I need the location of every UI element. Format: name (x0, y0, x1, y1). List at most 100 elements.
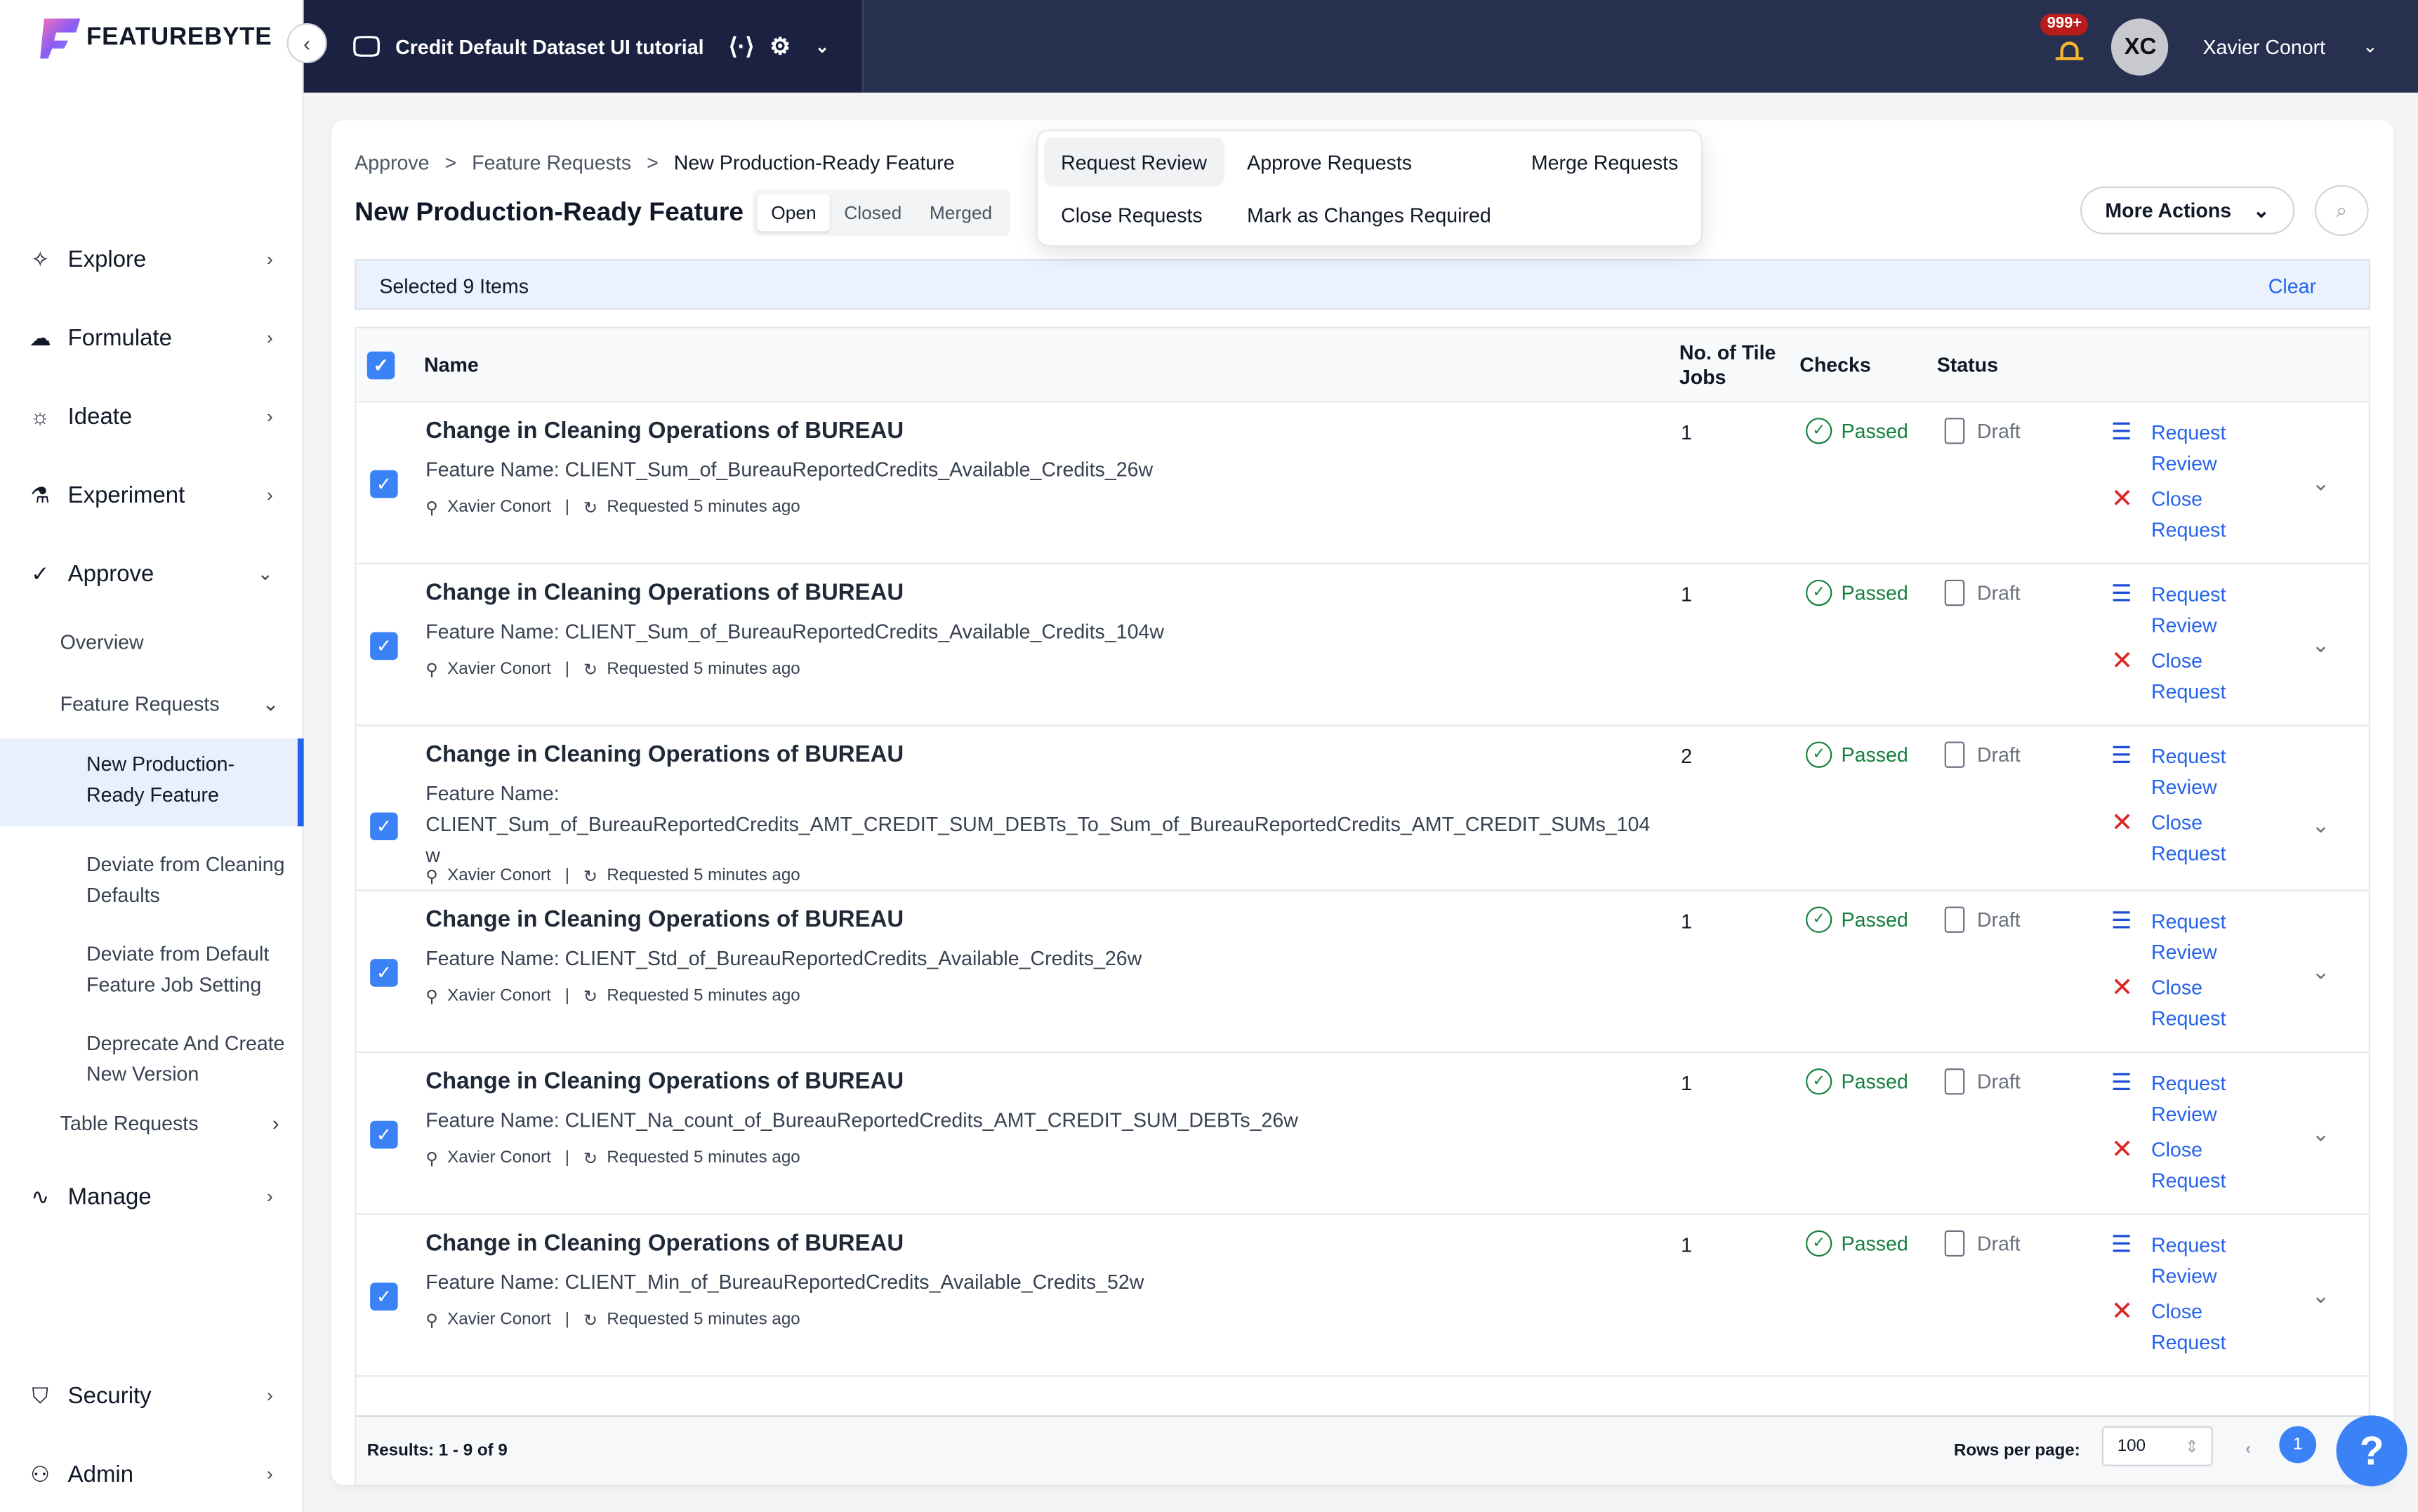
sidebar-item-admin[interactable]: ⚇ Admin › (0, 1455, 304, 1492)
sidebar-sub-feature-request-type[interactable]: Deviate from Cleaning Defaults (0, 839, 304, 913)
rows-per-page-value: 100 (2117, 1437, 2146, 1456)
close-request-action[interactable]: ✕ Close Request (2111, 1297, 2244, 1358)
row-checkbox[interactable]: ✓ (370, 1120, 398, 1149)
sidebar-item-approve[interactable]: ✓ Approve ⌄ (0, 555, 304, 592)
request-title[interactable]: Change in Cleaning Operations of BUREAU (425, 1230, 904, 1257)
checks-label: Passed (1841, 908, 1908, 931)
request-review-action[interactable]: ☰ Request Review (2111, 907, 2244, 969)
request-review-action[interactable]: ☰ Request Review (2111, 741, 2244, 803)
table-row[interactable]: ✓ Change in Cleaning Operations of BUREA… (356, 727, 2369, 891)
chevron-down-icon[interactable]: ⌄ (2362, 35, 2378, 58)
collapse-sidebar-button[interactable]: ‹ (286, 22, 327, 64)
expand-row-chevron-icon[interactable]: ⌄ (2311, 632, 2330, 657)
close-request-action[interactable]: ✕ Close Request (2111, 1135, 2244, 1197)
sidebar-sub-overview[interactable]: Overview (0, 628, 304, 658)
request-review-action[interactable]: ☰ Request Review (2111, 580, 2244, 642)
menu-item-request-review[interactable]: Request Review (1043, 137, 1224, 187)
row-checkbox[interactable]: ✓ (370, 470, 398, 498)
close-request-action[interactable]: ✕ Close Request (2111, 646, 2244, 708)
request-status: Draft (1944, 579, 2021, 606)
close-request-action[interactable]: ✕ Close Request (2111, 484, 2244, 546)
sidebar-item-experiment[interactable]: ⚗ Experiment › (0, 477, 304, 514)
sidebar-item-label: Approve (67, 560, 154, 587)
expand-row-chevron-icon[interactable]: ⌄ (2311, 470, 2330, 496)
sidebar-sub-feature-request-type[interactable]: Deviate from Default Feature Job Setting (0, 928, 304, 1002)
more-actions-button[interactable]: More Actions ⌄ (2080, 186, 2295, 234)
request-title[interactable]: Change in Cleaning Operations of BUREAU (425, 418, 904, 444)
request-title[interactable]: Change in Cleaning Operations of BUREAU (425, 906, 904, 933)
table-row[interactable]: ✓ Change in Cleaning Operations of BUREA… (356, 1215, 2369, 1377)
tab-closed[interactable]: Closed (844, 201, 902, 224)
row-checkbox[interactable]: ✓ (370, 1282, 398, 1311)
request-title[interactable]: Change in Cleaning Operations of BUREAU (425, 741, 904, 768)
request-title[interactable]: Change in Cleaning Operations of BUREAU (425, 579, 904, 606)
sidebar-sub-table-requests[interactable]: Table Requests › (0, 1108, 304, 1139)
tab-merged[interactable]: Merged (929, 201, 993, 224)
sidebar-item-ideate[interactable]: ☼ Ideate › (0, 398, 304, 435)
request-review-action[interactable]: ☰ Request Review (2111, 418, 2244, 479)
table-row[interactable]: ✓ Change in Cleaning Operations of BUREA… (356, 564, 2369, 727)
action-label: Request Review (2151, 1071, 2226, 1126)
request-review-action[interactable]: ☰ Request Review (2111, 1231, 2244, 1292)
tab-open[interactable]: Open (757, 194, 831, 232)
table-row[interactable]: ✓ Change in Cleaning Operations of BUREA… (356, 402, 2369, 564)
rows-per-page-select[interactable]: 100 ⇕ (2101, 1426, 2213, 1466)
clear-selection-link[interactable]: Clear (2268, 274, 2317, 298)
prev-page-button[interactable]: ‹ (2245, 1440, 2252, 1459)
sidebar-sub-feature-request-type[interactable]: New Production-Ready Feature (0, 738, 304, 827)
menu-item-merge-requests[interactable]: Merge Requests (1531, 150, 1679, 174)
row-checkbox[interactable]: ✓ (370, 812, 398, 841)
share-icon[interactable]: ⟨·⟩ (728, 34, 755, 60)
menu-item-mark-as-changes-required[interactable]: Mark as Changes Required (1247, 202, 1491, 226)
breadcrumb-approve[interactable]: Approve (355, 151, 430, 175)
header-status[interactable]: Status (1936, 352, 1998, 376)
row-checkbox[interactable]: ✓ (370, 632, 398, 661)
expand-row-chevron-icon[interactable]: ⌄ (2311, 1120, 2330, 1146)
header-name[interactable]: Name (424, 352, 479, 376)
sidebar-item-security[interactable]: ⛉ Security › (0, 1377, 304, 1414)
tile-jobs: 1 (1681, 1233, 1692, 1257)
header-jobs[interactable]: No. of Tile Jobs (1679, 340, 1776, 389)
table-row[interactable]: ✓ Change in Cleaning Operations of BUREA… (356, 891, 2369, 1054)
checks-label: Passed (1841, 419, 1908, 443)
selected-count: Selected 9 Items (379, 274, 529, 298)
sidebar-item-label: Formulate (67, 324, 172, 351)
help-button[interactable]: ? (2336, 1415, 2407, 1487)
sidebar-item-formulate[interactable]: ☁ Formulate › (0, 319, 304, 357)
search-button[interactable]: ⌕ (2314, 185, 2369, 237)
table-row[interactable]: ✓ Change in Cleaning Operations of BUREA… (356, 1053, 2369, 1215)
action-label: Close Request (2151, 811, 2226, 866)
expand-row-chevron-icon[interactable]: ⌄ (2311, 1282, 2330, 1308)
expand-row-chevron-icon[interactable]: ⌄ (2311, 959, 2330, 984)
bell-icon[interactable]: 999+ (2040, 13, 2088, 67)
check-circle-icon: ✓ (1806, 1230, 1832, 1257)
breadcrumb-feature-requests[interactable]: Feature Requests (472, 151, 632, 175)
menu-item-approve-requests[interactable]: Approve Requests (1247, 150, 1413, 174)
page-1-button[interactable]: 1 (2279, 1426, 2317, 1464)
request-title[interactable]: Change in Cleaning Operations of BUREAU (425, 1068, 904, 1095)
shield-icon: ⛉ (32, 1382, 48, 1407)
notification-badge: 999+ (2040, 13, 2088, 36)
project-selector[interactable]: 🖵 Credit Default Dataset UI tutorial ⟨·⟩… (303, 0, 864, 93)
status-label: Draft (1976, 419, 2021, 443)
avatar[interactable]: XC (2111, 18, 2169, 75)
sidebar-item-manage[interactable]: ∿ Manage › (0, 1178, 304, 1215)
expand-row-chevron-icon[interactable]: ⌄ (2311, 812, 2330, 837)
checklist-icon: ☰ (2110, 581, 2132, 608)
featurebyte-logo[interactable]: FEATUREBYTE (40, 18, 272, 59)
chevron-down-icon[interactable]: ⌄ (815, 37, 830, 57)
menu-item-close-requests[interactable]: Close Requests (1061, 202, 1203, 226)
header-checks[interactable]: Checks (1799, 352, 1871, 376)
row-checkbox[interactable]: ✓ (370, 959, 398, 987)
gear-icon[interactable]: ⚙ (769, 34, 791, 60)
select-all-checkbox[interactable]: ✓ (366, 351, 395, 380)
request-review-action[interactable]: ☰ Request Review (2111, 1068, 2244, 1130)
close-request-action[interactable]: ✕ Close Request (2111, 808, 2244, 870)
sidebar-item-explore[interactable]: ✧ Explore › (0, 241, 304, 278)
sidebar-sub-feature-request-type[interactable]: Deprecate And Create New Version (0, 1018, 304, 1092)
action-label: Request Review (2151, 909, 2226, 964)
close-request-action[interactable]: ✕ Close Request (2111, 973, 2244, 1035)
user-name[interactable]: Xavier Conort (2202, 34, 2326, 58)
sidebar-sub-feature-requests[interactable]: Feature Requests ⌄ (0, 689, 304, 720)
bulb-icon: ☼ (30, 404, 51, 429)
